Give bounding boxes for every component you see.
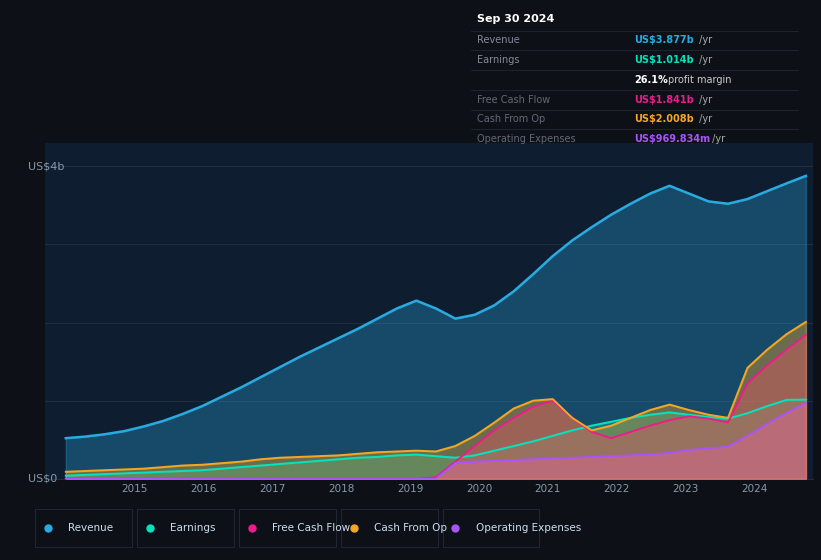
Text: profit margin: profit margin	[668, 75, 732, 85]
Text: Earnings: Earnings	[170, 523, 216, 533]
Text: US$3.877b: US$3.877b	[635, 35, 694, 45]
Text: Revenue: Revenue	[478, 35, 521, 45]
Text: /yr: /yr	[696, 35, 712, 45]
Text: Operating Expenses: Operating Expenses	[475, 523, 581, 533]
Text: Revenue: Revenue	[68, 523, 113, 533]
Text: US$0: US$0	[28, 474, 57, 484]
Text: /yr: /yr	[696, 114, 712, 124]
Text: /yr: /yr	[709, 134, 725, 144]
Text: Cash From Op: Cash From Op	[478, 114, 546, 124]
Text: Sep 30 2024: Sep 30 2024	[478, 13, 555, 24]
Text: US$2.008b: US$2.008b	[635, 114, 694, 124]
Text: 26.1%: 26.1%	[635, 75, 668, 85]
Text: Earnings: Earnings	[478, 55, 520, 65]
Text: /yr: /yr	[696, 55, 712, 65]
Text: /yr: /yr	[696, 95, 712, 105]
Text: Free Cash Flow: Free Cash Flow	[478, 95, 551, 105]
Text: Cash From Op: Cash From Op	[374, 523, 447, 533]
Text: Operating Expenses: Operating Expenses	[478, 134, 576, 144]
Text: US$4b: US$4b	[28, 161, 64, 171]
Text: US$1.014b: US$1.014b	[635, 55, 694, 65]
Text: Free Cash Flow: Free Cash Flow	[272, 523, 351, 533]
Text: US$969.834m: US$969.834m	[635, 134, 710, 144]
Text: US$1.841b: US$1.841b	[635, 95, 694, 105]
